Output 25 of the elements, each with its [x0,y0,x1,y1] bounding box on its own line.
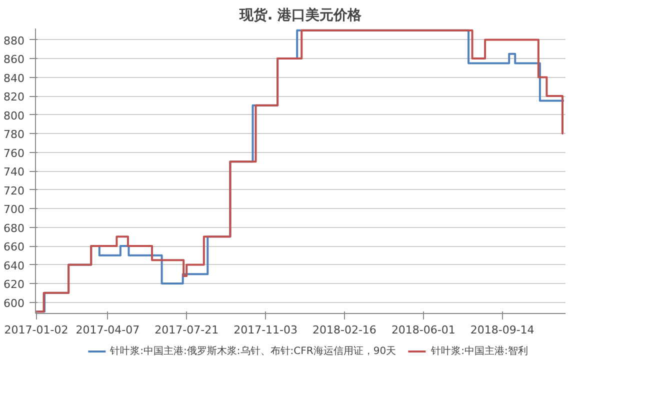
y-tick-label: 700 [4,203,25,216]
y-tick-label: 800 [4,109,25,122]
x-tick-label: 2017-11-03 [234,324,298,336]
y-tick-label: 720 [4,184,25,198]
chart-title: 现货. 港口美元价格 [238,6,363,24]
y-tick-label: 640 [4,259,25,272]
x-tick-label: 2017-07-21 [154,324,219,336]
x-tick-label: 2017-01-02 [4,324,68,336]
legend-label: 针叶浆:中国主港:俄罗斯木浆:乌针、布针:CFR海运信用证，90天 [110,344,396,358]
y-tick-label: 780 [4,128,25,141]
y-tick-label: 880 [4,34,25,48]
y-tick-label: 660 [4,240,25,254]
y-tick-label: 760 [4,146,25,160]
y-tick-label: 620 [4,278,25,291]
x-tick-label: 2018-06-01 [391,324,456,336]
y-tick-label: 680 [4,222,25,235]
x-tick-label: 2018-09-14 [470,324,534,336]
x-tick-label: 2017-04-07 [76,324,140,336]
y-tick-label: 840 [4,72,25,85]
y-tick-label: 820 [4,90,25,104]
y-tick-label: 860 [4,53,25,66]
x-tick-label: 2018-02-16 [312,324,376,336]
y-tick-label: 600 [4,296,25,310]
legend-label: 针叶浆:中国主港:智利 [431,344,528,358]
y-tick-label: 740 [4,166,25,178]
